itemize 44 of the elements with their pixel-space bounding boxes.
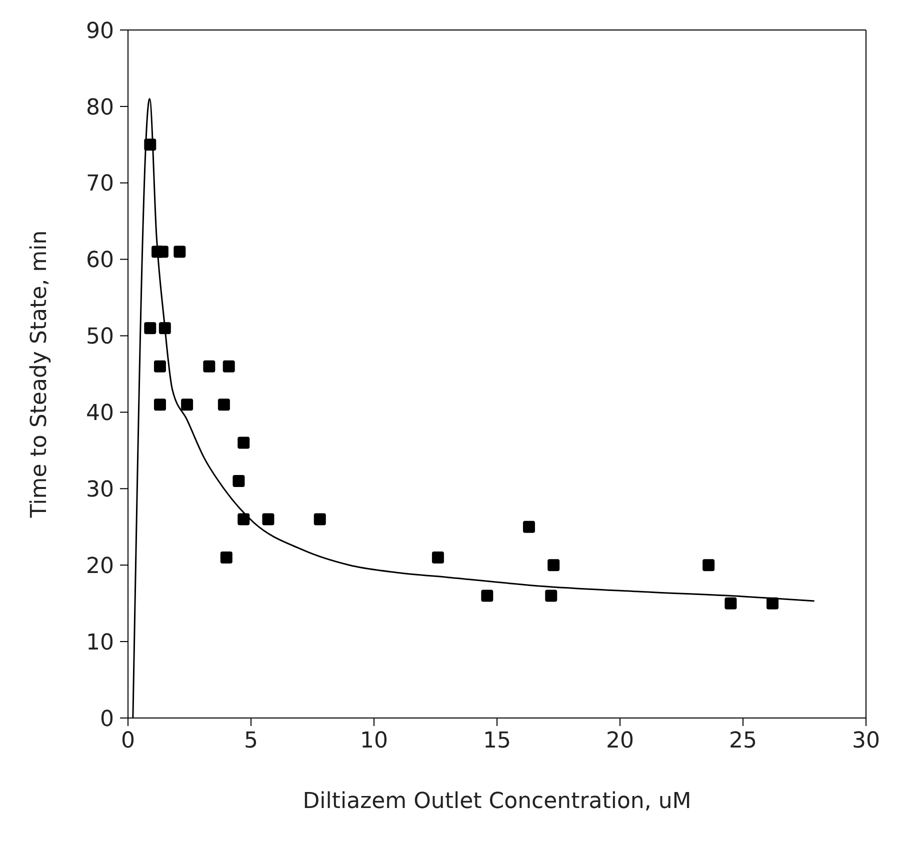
y-tick-label: 20 — [86, 554, 114, 579]
point — [262, 513, 274, 526]
y-tick-label: 10 — [86, 630, 114, 656]
point — [144, 322, 156, 334]
x-tick-label: 15 — [483, 728, 511, 754]
point — [220, 551, 232, 564]
x-tick-label: 30 — [852, 728, 880, 754]
y-axis-title: Time to Steady State, min — [26, 230, 52, 519]
point — [766, 597, 779, 610]
y-tick-label: 50 — [86, 324, 114, 350]
point — [545, 590, 558, 602]
point — [203, 360, 216, 372]
y-tick-label: 90 — [86, 18, 114, 44]
point — [222, 360, 235, 372]
x-tick-label: 25 — [729, 728, 757, 754]
y-tick-label: 0 — [100, 706, 114, 732]
y-tick-label: 70 — [86, 172, 114, 197]
point — [238, 513, 250, 526]
point — [154, 398, 166, 411]
point — [218, 398, 230, 411]
x-tick-label: 0 — [121, 728, 135, 754]
x-axis-title: Diltiazem Outlet Concentration, uM — [302, 789, 692, 814]
point — [724, 597, 737, 610]
point — [522, 520, 535, 533]
x-tick-label: 5 — [244, 728, 258, 754]
point — [181, 398, 194, 411]
point — [314, 513, 326, 526]
point — [432, 551, 444, 564]
y-tick-label: 30 — [86, 477, 114, 502]
x-tick-label: 10 — [360, 728, 388, 754]
point — [144, 138, 156, 151]
x-tick-label: 20 — [606, 728, 634, 754]
point — [232, 475, 245, 488]
point — [156, 246, 168, 258]
y-tick-label: 40 — [86, 401, 114, 426]
point — [154, 360, 166, 372]
y-tick-label: 80 — [86, 95, 114, 120]
point — [481, 590, 494, 602]
point — [174, 246, 186, 258]
y-tick-label: 60 — [86, 248, 114, 274]
point — [702, 559, 715, 572]
point — [238, 436, 250, 449]
point — [158, 322, 171, 334]
point — [548, 559, 560, 572]
